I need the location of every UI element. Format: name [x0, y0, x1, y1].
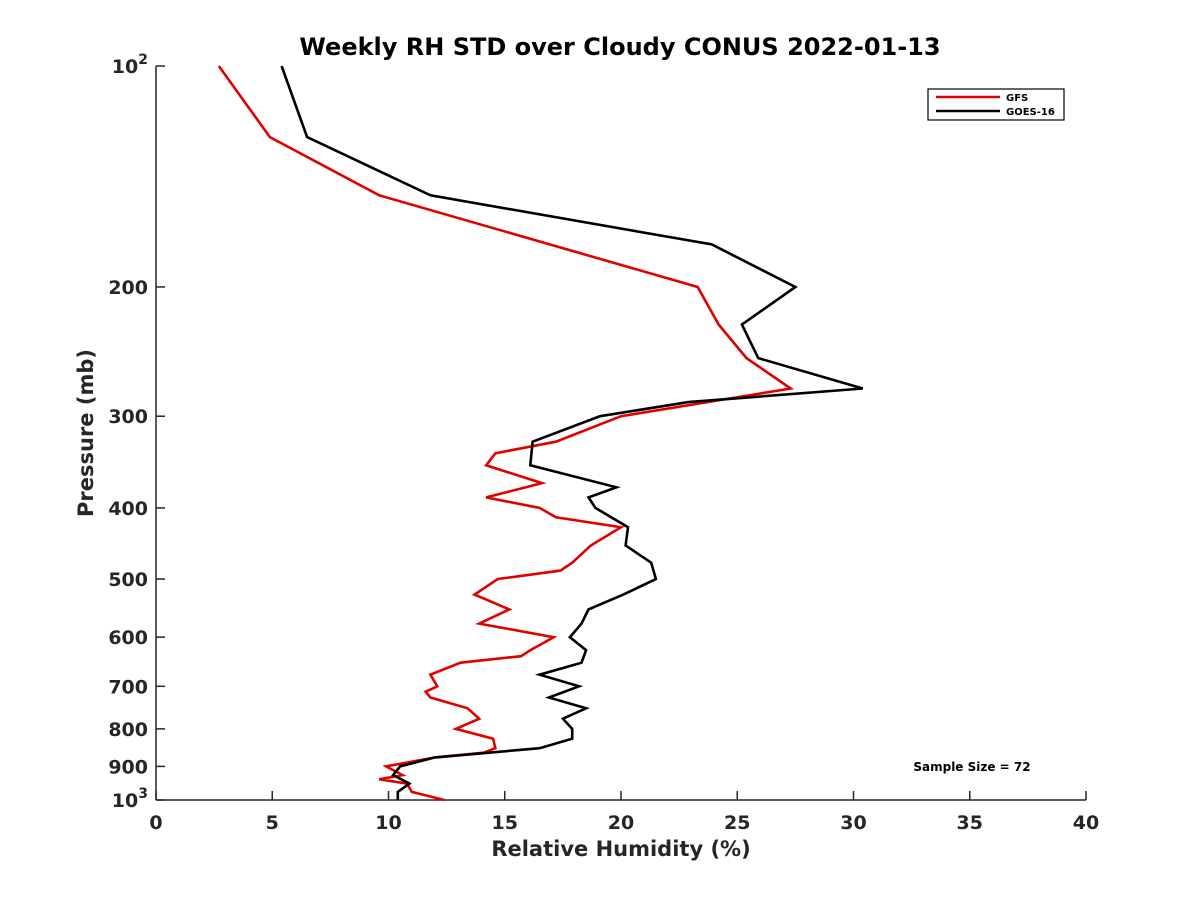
- x-axis-label: Relative Humidity (%): [491, 837, 750, 861]
- sample-size-annotation: Sample Size = 72: [913, 760, 1030, 774]
- x-tick-label: 25: [724, 812, 750, 834]
- y-tick-label: 900: [108, 756, 148, 778]
- y-axis-label: Pressure (mb): [74, 349, 98, 517]
- x-tick-label: 15: [492, 812, 518, 834]
- x-tick-label: 20: [608, 812, 634, 834]
- x-tick-label: 10: [375, 812, 401, 834]
- series-line-goes16: [280, 65, 864, 800]
- x-tick-label: 40: [1073, 812, 1099, 834]
- legend: GFS GOES-16: [927, 88, 1065, 121]
- legend-box: [927, 88, 1065, 121]
- y-tick-label: 600: [108, 627, 148, 649]
- x-tick-label: 0: [149, 812, 162, 834]
- y-tick-label: 103: [112, 786, 148, 812]
- y-tick-label: 300: [108, 406, 148, 428]
- plot-area: [155, 65, 1086, 802]
- x-tick-label: 5: [266, 812, 279, 834]
- x-ticks: 0 5 10 15 20 25 30 35 40: [149, 791, 1099, 834]
- y-tick-label: 800: [108, 719, 148, 741]
- y-ticks: 102 200 300 400 500 600 700 800 900 103: [108, 52, 165, 812]
- chart-title: Weekly RH STD over Cloudy CONUS 2022-01-…: [299, 33, 940, 61]
- series-group: [217, 65, 864, 802]
- legend-label-gfs: GFS: [1006, 93, 1028, 104]
- legend-label-goes16: GOES-16: [1006, 107, 1055, 118]
- x-tick-label: 30: [840, 812, 866, 834]
- y-tick-label: 500: [108, 569, 148, 591]
- y-tick-label: 400: [108, 498, 148, 520]
- series-line-gfs: [217, 65, 795, 802]
- x-tick-label: 35: [957, 812, 983, 834]
- y-tick-label: 102: [112, 52, 148, 78]
- y-tick-label: 700: [108, 676, 148, 698]
- y-tick-label: 200: [108, 277, 148, 299]
